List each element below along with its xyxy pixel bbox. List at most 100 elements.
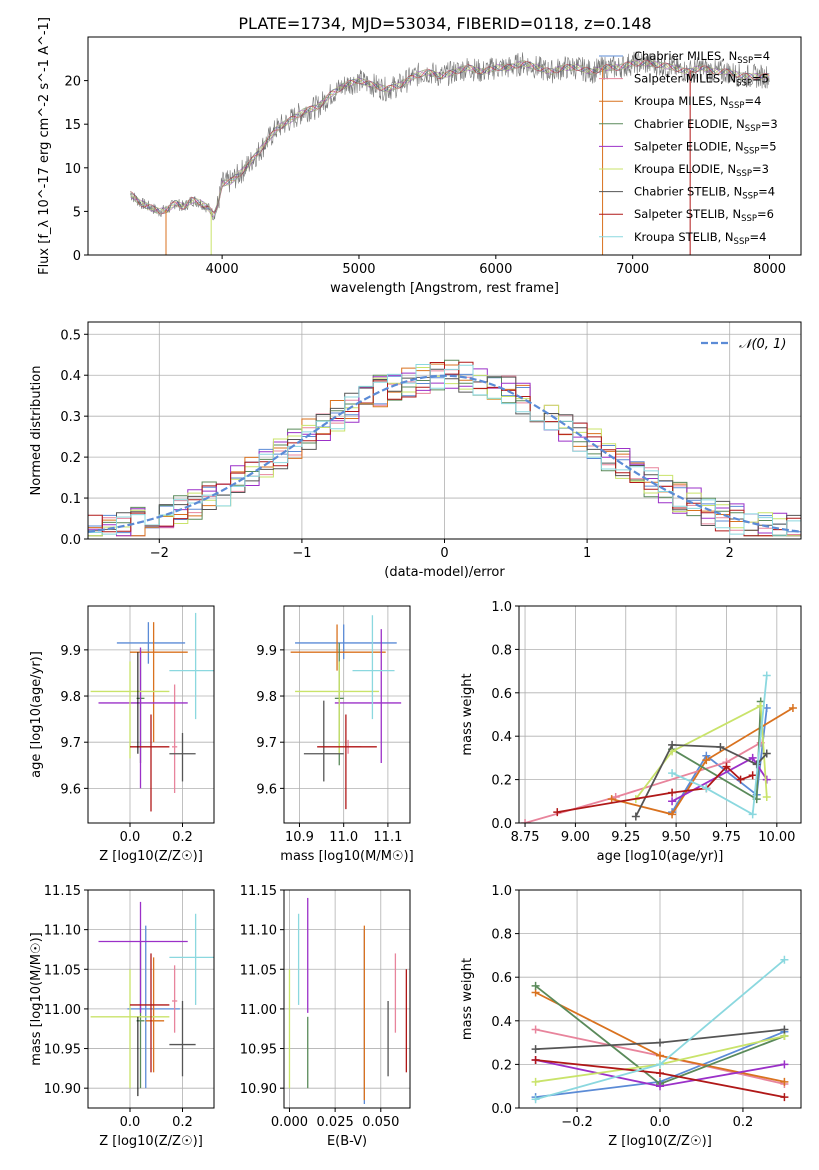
y-axis-label: mass [log10(M/M☉)] xyxy=(29,932,44,1065)
legend-sub: SSP xyxy=(736,79,752,89)
histogram-step xyxy=(88,364,801,536)
gaussian-curve xyxy=(88,374,801,533)
panel-weight_vs_age: 8.75 9.00 9.25 9.50 9.75 10.00 0.0 0.2 0.4 0.6 0.8… xyxy=(460,600,802,864)
legend-label: 𝒩(0, 1) xyxy=(739,337,786,352)
y-tick-label: 9.8 xyxy=(60,690,81,705)
weight-marker xyxy=(780,1093,789,1102)
x-tick-label: 8.75 xyxy=(511,830,540,845)
y-tick-label: 10.95 xyxy=(44,1043,81,1058)
y-tick-label: 0.3 xyxy=(60,410,81,425)
legend-sub: SSP xyxy=(742,192,758,202)
x-tick-label: 0.0 xyxy=(120,1115,141,1130)
errorbar-point xyxy=(130,622,188,743)
y-tick-label: 11.10 xyxy=(44,924,81,939)
x-tick-label: 8000 xyxy=(753,262,786,277)
y-tick-label: 0.4 xyxy=(491,1015,512,1030)
x-tick-label: 0.000 xyxy=(271,1115,308,1130)
weight-marker xyxy=(553,808,562,817)
y-tick-label: 9.7 xyxy=(256,736,277,751)
weight-marker xyxy=(788,703,797,712)
spectrum-model-line xyxy=(130,59,770,215)
panel-spectrum: 4000 5000 6000 7000 8000 0 5 10 15 20 wavelength [… xyxy=(37,17,802,296)
spectrum-model-line xyxy=(130,59,770,217)
y-tick-label: 1.0 xyxy=(491,600,512,615)
y-axis-label: mass weight xyxy=(460,958,475,1040)
y-tick-label: 0.4 xyxy=(491,730,512,745)
y-tick-label: 1.0 xyxy=(491,884,512,899)
legend-label: Kroupa STELIB, NSSP=4 xyxy=(634,230,766,247)
y-tick-label: 0.1 xyxy=(60,492,81,507)
y-tick-label: 20 xyxy=(64,75,81,90)
y-axis-label: Flux [f_λ 10^-17 erg cm^-2 s^-1 A^-1] xyxy=(37,17,52,275)
weight-marker xyxy=(702,756,711,765)
x-tick-label: 0.025 xyxy=(317,1115,354,1130)
plot-area xyxy=(90,612,214,812)
x-tick-label: 0.0 xyxy=(120,830,141,845)
x-tick-label: 0.2 xyxy=(172,830,193,845)
x-tick-label: 10.9 xyxy=(285,830,314,845)
x-tick-label: 5000 xyxy=(342,262,375,277)
y-tick-label: 0.8 xyxy=(491,643,512,658)
x-axis-label: E(B-V) xyxy=(327,1134,367,1149)
errorbar-point xyxy=(116,622,186,664)
y-tick-label: 11.15 xyxy=(240,884,277,899)
weight-marker xyxy=(716,743,725,752)
x-tick-label: 0 xyxy=(440,546,448,561)
legend-label: Salpeter MILES, NSSP=5 xyxy=(634,72,769,89)
weight-marker xyxy=(668,769,677,778)
legend-label: Kroupa MILES, NSSP=4 xyxy=(634,94,761,111)
errorbar-point xyxy=(317,714,377,810)
weight-marker xyxy=(762,749,771,758)
x-tick-label: 11.0 xyxy=(329,830,358,845)
weight-marker xyxy=(780,1077,789,1086)
plot-area xyxy=(288,897,407,1105)
legend-count: =6 xyxy=(757,207,774,221)
axes-frame xyxy=(283,889,411,1109)
y-tick-label: 0.4 xyxy=(60,369,81,384)
y-tick-label: 15 xyxy=(64,118,81,133)
y-tick-label: 0.5 xyxy=(60,328,81,343)
y-tick-label: 9.9 xyxy=(60,644,81,659)
y-tick-label: 0.0 xyxy=(491,817,512,832)
y-tick-label: 10 xyxy=(64,162,81,177)
panel-weight_vs_Z: −0.2 0.0 0.2 0.0 0.2 0.4 0.6 0.8 1.0 Z [log10(Z/Z… xyxy=(460,884,802,1149)
weight-marker xyxy=(668,797,677,806)
legend-count: =3 xyxy=(761,117,778,131)
errorbar-point xyxy=(295,661,380,754)
y-tick-label: 0.2 xyxy=(491,1058,512,1073)
x-tick-label: −0.2 xyxy=(561,1115,593,1130)
weight-marker xyxy=(531,1095,540,1104)
y-tick-label: 5 xyxy=(73,205,81,220)
y-tick-label: 0.8 xyxy=(491,928,512,943)
y-tick-label: 9.9 xyxy=(256,644,277,659)
plot-area xyxy=(130,51,770,255)
y-tick-label: 0.2 xyxy=(491,774,512,789)
x-axis-label: mass [log10(M/M☉)] xyxy=(280,849,413,864)
y-tick-label: 11.00 xyxy=(44,1003,81,1018)
weight-marker xyxy=(656,1060,664,1069)
axes-frame xyxy=(518,605,802,824)
weight-marker xyxy=(748,753,757,762)
plot-area xyxy=(531,955,789,1104)
y-tick-label: 0.6 xyxy=(491,971,512,986)
axes-frame xyxy=(87,605,215,824)
y-axis-label: Normed distribution xyxy=(29,366,44,496)
x-tick-label: 0.2 xyxy=(172,1115,193,1130)
x-tick-label: −2 xyxy=(150,546,169,561)
plot-area xyxy=(521,671,797,823)
y-tick-label: 11.05 xyxy=(44,963,81,978)
x-tick-label: −1 xyxy=(292,546,311,561)
plot-area xyxy=(90,901,214,1097)
weight-marker xyxy=(531,981,540,990)
weight-marker xyxy=(668,810,677,819)
weight-marker xyxy=(702,784,711,793)
errorbar-point xyxy=(130,714,170,812)
y-tick-label: 0 xyxy=(73,249,81,264)
spectrum-model-line xyxy=(130,60,770,214)
weight-marker xyxy=(656,1069,664,1078)
weight-marker xyxy=(656,1038,664,1047)
y-tick-label: 0.0 xyxy=(491,1102,512,1117)
legend-sub: SSP xyxy=(745,124,761,134)
legend-count: =4 xyxy=(753,49,770,63)
